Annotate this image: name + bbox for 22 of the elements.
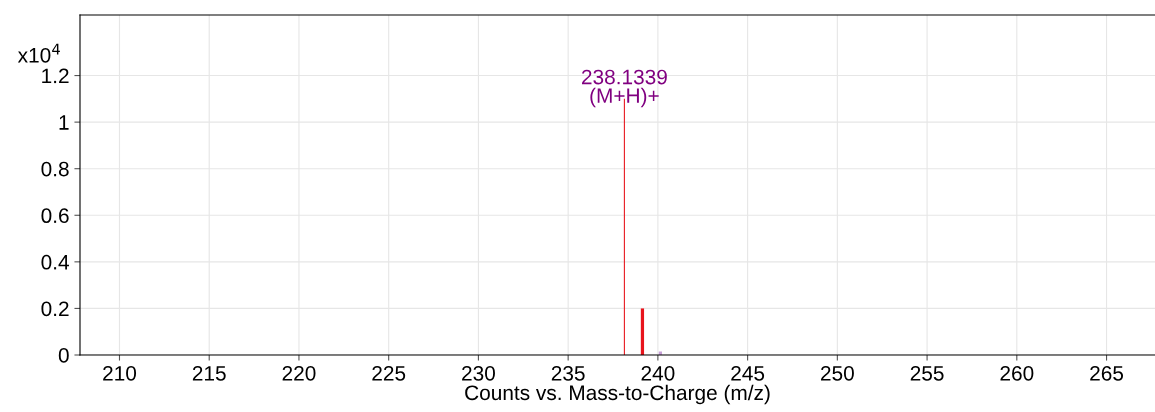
- x-axis-title: Counts vs. Mass-to-Charge (m/z): [465, 384, 770, 405]
- x-tick-label: 210: [103, 365, 137, 381]
- x-tick-label: 260: [1000, 365, 1034, 381]
- x-tick-label: 215: [192, 365, 226, 381]
- x-tick-label: 230: [462, 365, 495, 381]
- x-tick-label: 235: [551, 365, 585, 381]
- x-tick-label: 225: [372, 365, 406, 381]
- x-tick-label: 250: [821, 365, 854, 381]
- x-tick-label: 240: [641, 365, 675, 381]
- y-tick-label: 0.6: [41, 208, 69, 224]
- y-tick-label: 1: [59, 115, 69, 130]
- y-tick-label: 0: [58, 348, 69, 363]
- x-tick-label: 245: [731, 365, 765, 381]
- text: x10$^{4}$: [17, 43, 60, 63]
- y-tick-label: 1.2: [42, 68, 69, 84]
- y-tick-label: 0.8: [41, 161, 69, 177]
- x-tick-label: 265: [1090, 365, 1124, 381]
- x-tick-label: 255: [910, 365, 944, 381]
- x-tick-label: 220: [282, 365, 316, 381]
- annotation: 238.1339 (M+H)+: [582, 69, 667, 108]
- y-tick-label: 0.4: [41, 254, 69, 270]
- y-tick-label: 0.2: [41, 301, 69, 317]
